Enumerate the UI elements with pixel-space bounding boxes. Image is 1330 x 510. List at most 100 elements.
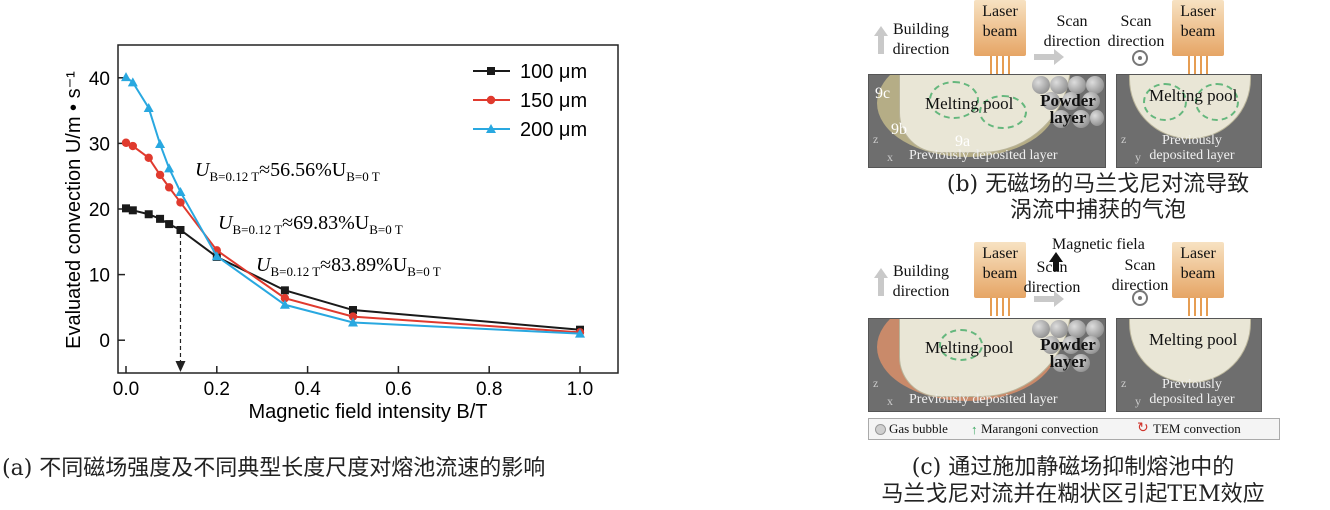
series-line-2 — [125, 76, 581, 335]
powder-particle — [1032, 320, 1050, 338]
out-of-plane-icon — [1132, 290, 1148, 306]
caption-c-line1: (c) 通过施加静磁场抑制熔池中的 — [911, 455, 1235, 480]
scan-direction-label-c2: Scan direction — [1111, 257, 1169, 294]
caption-b-line1: (b) 无磁场的马兰戈尼对流导致 — [946, 172, 1250, 197]
powder-particle — [1086, 320, 1104, 338]
laser-head-icon — [1172, 0, 1224, 56]
legend-label: 100 μm — [520, 61, 587, 83]
scan-arrow-icon — [1034, 291, 1064, 307]
x-axis-label: Magnetic field intensity B/T — [249, 401, 488, 423]
powder-particle — [1042, 92, 1060, 110]
data-point — [128, 206, 137, 215]
beam-ray — [1002, 56, 1004, 74]
legend-label: 150 μm — [520, 90, 587, 112]
scan-direction-label-c: Scan direction — [1023, 259, 1081, 296]
powder-particle — [1090, 110, 1104, 126]
annotation-text: UB=0.12 T≈83.89%UB=0 T — [256, 254, 441, 279]
arrow-up-icon — [874, 26, 888, 36]
powder-particle — [1052, 354, 1070, 372]
caption-b: (b) 无磁场的马兰戈尼对流导致 涡流中捕获的气泡 — [866, 172, 1330, 224]
data-point — [575, 328, 585, 338]
data-point — [280, 294, 290, 303]
powder-particle — [1062, 92, 1080, 110]
front-view-box: Melting pool Previously deposited layer … — [1116, 74, 1262, 168]
beam-ray — [1002, 298, 1004, 316]
prev-layer-label-2: Previously deposited layer — [1149, 133, 1235, 163]
scan-direction-label: Scan direction — [1043, 13, 1101, 50]
marangoni-swirl — [1195, 83, 1239, 121]
laser-beam-label: Laser beam — [982, 3, 1018, 40]
magnetic-field-arrow-icon — [1049, 252, 1063, 262]
arrow-stem — [878, 36, 884, 54]
data-point — [121, 138, 131, 147]
beam-ray — [990, 298, 992, 316]
data-point — [176, 225, 185, 234]
y-tick-label: 40 — [89, 69, 110, 90]
marangoni-swirl — [939, 329, 983, 361]
axis-y-label-c2: y — [1135, 394, 1141, 408]
beam-ray — [1188, 298, 1190, 316]
melting-pool-label-c: Melting pool — [925, 338, 1014, 357]
laser-beam-label-c: Laser beam — [982, 245, 1018, 282]
annotation-text: UB=0.12 T≈56.56%UB=0 T — [195, 159, 380, 184]
building-direction-label-c: Building direction — [892, 263, 950, 300]
tem-arrow-icon: ↻ — [1137, 421, 1149, 436]
beam-ray — [1008, 298, 1010, 316]
legend-gas-bubble: Gas bubble — [889, 421, 948, 436]
legend-marangoni: Marangoni convection — [981, 421, 1099, 436]
data-point — [155, 170, 165, 180]
melting-pool-shape — [1129, 319, 1251, 383]
data-point — [164, 163, 175, 173]
x-tick-label: 0.2 — [204, 379, 230, 400]
caption-a: (a) 不同磁场强度及不同典型长度尺度对熔池流速的影响 — [2, 456, 546, 481]
beam-ray — [990, 56, 992, 74]
y-tick-label: 0 — [99, 331, 110, 352]
scan-direction-label-2: Scan direction — [1107, 13, 1165, 50]
y-axis-label: Evaluated convection U/m • s⁻¹ — [63, 71, 85, 349]
zone-9c-label: 9c — [875, 85, 891, 102]
data-point — [128, 141, 138, 151]
arrow-up-icon — [874, 268, 888, 278]
powder-particle — [1052, 110, 1070, 128]
marangoni-arrow-icon: ↑ — [971, 422, 978, 437]
prev-layer-label-c: Previously deposited layer — [909, 392, 1058, 407]
axis-z-label: z — [873, 132, 879, 146]
beam-ray — [1206, 298, 1208, 316]
laser-head-icon — [974, 242, 1026, 298]
annotation-text: UB=0.12 T≈69.83%UB=0 T — [218, 212, 403, 237]
zone-9b-label: 9b — [891, 121, 907, 138]
axis-z-label-c2: z — [1121, 376, 1127, 390]
caption-c-line2: 马兰戈尼对流并在糊状区引起TEM效应 — [881, 482, 1265, 507]
y-tick-label: 20 — [89, 200, 110, 221]
axis-z-label-2: z — [1121, 132, 1127, 146]
marangoni-swirl — [929, 81, 979, 119]
powder-layer-label: Powder layer — [1040, 91, 1096, 127]
data-point — [144, 210, 153, 219]
beam-ray — [996, 56, 998, 74]
data-point — [165, 220, 174, 229]
front-view-box-c: Melting pool Previously deposited layer … — [1116, 318, 1262, 412]
series-line-1 — [125, 141, 581, 334]
x-tick-label: 0.6 — [385, 379, 411, 400]
prev-layer-label-c2: Previously deposited layer — [1149, 377, 1235, 407]
panel-b: Building direction Laser beam Scan direc… — [866, 0, 1330, 240]
marangoni-swirl — [979, 95, 1027, 129]
data-point — [121, 72, 131, 82]
legend-label: 200 μm — [520, 119, 587, 141]
legend-marker — [486, 95, 496, 105]
axis-x-label: x — [887, 150, 893, 164]
legend-marker — [486, 124, 496, 133]
powder-particle — [1042, 336, 1060, 354]
data-point — [127, 77, 138, 87]
melting-pool-label-2: Melting pool — [1149, 86, 1238, 105]
marker-arrow-icon — [175, 361, 186, 372]
data-point — [155, 139, 166, 149]
melting-pool-label: Melting pool — [925, 94, 1014, 113]
axis-x-label-c: x — [887, 394, 893, 408]
series-line-0 — [125, 207, 581, 331]
magnetic-field-label: Magnetic fiela — [1052, 236, 1145, 253]
caption-b-line2: 涡流中捕获的气泡 — [1009, 198, 1186, 223]
beam-ray — [1200, 298, 1202, 316]
data-point — [122, 204, 130, 213]
data-point — [175, 186, 186, 196]
